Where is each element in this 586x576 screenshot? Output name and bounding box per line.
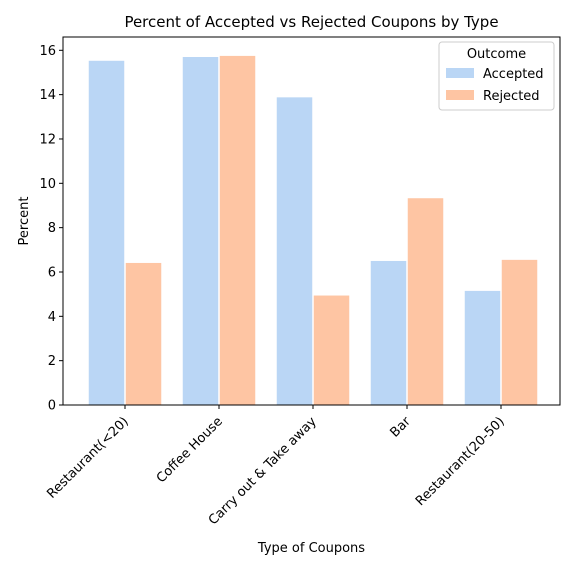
legend-label-accepted: Accepted	[483, 67, 544, 82]
y-tick-label: 16	[39, 44, 56, 59]
y-tick-label: 14	[39, 88, 56, 103]
y-tick-label: 6	[48, 265, 56, 280]
y-tick-label: 0	[48, 399, 56, 414]
x-axis-label: Type of Coupons	[257, 541, 365, 556]
y-tick-label: 8	[48, 221, 56, 236]
x-tick-label: Restaurant(<20)	[44, 414, 132, 502]
legend-entries: Accepted Rejected	[446, 67, 544, 104]
bar-rejected-restaurant-20-50	[500, 258, 539, 406]
legend-label-rejected: Rejected	[483, 89, 540, 104]
bar-accepted-carry-out-take-away	[275, 96, 314, 406]
x-tick-label: Bar	[387, 414, 414, 441]
bar-rejected-bar	[406, 197, 445, 406]
y-axis: 0 2 4 6 8 10 12 14 16	[39, 44, 63, 414]
bar-accepted-bar	[369, 259, 408, 406]
legend-swatch-rejected	[446, 90, 474, 100]
x-tick-label: Coffee House	[154, 414, 226, 486]
bar-accepted-coffee-house	[181, 56, 220, 406]
y-tick-label: 4	[48, 310, 56, 325]
y-tick-label: 10	[39, 177, 56, 192]
legend-title: Outcome	[467, 47, 526, 62]
bars-group	[87, 54, 539, 406]
bar-accepted-restaurant-20	[87, 59, 126, 406]
y-tick-label: 12	[39, 132, 56, 147]
legend: Outcome Accepted Rejected	[438, 41, 555, 111]
plot-frame	[62, 36, 561, 406]
chart-title: Percent of Accepted vs Rejected Coupons …	[124, 13, 498, 31]
bar-rejected-carry-out-take-away	[312, 294, 351, 406]
x-tick-label: Carry out & Take away	[206, 414, 320, 528]
bar-accepted-restaurant-20-50	[463, 289, 502, 406]
bar-rejected-coffee-house	[218, 54, 257, 406]
y-axis-label: Percent	[17, 197, 32, 246]
bar-rejected-restaurant-20	[124, 261, 163, 406]
y-tick-label: 2	[48, 354, 56, 369]
x-tick-label: Restaurant(20-50)	[413, 414, 508, 509]
legend-swatch-accepted	[446, 68, 474, 78]
